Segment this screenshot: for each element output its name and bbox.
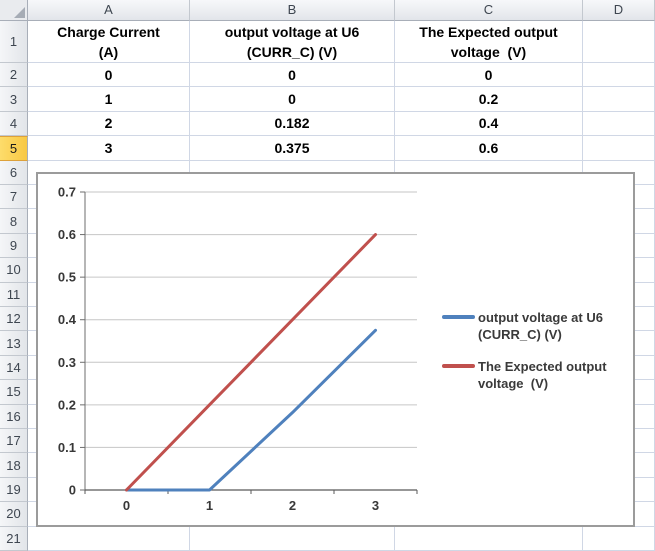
legend-line-swatch — [442, 315, 475, 319]
y-axis-label: 0.4 — [58, 312, 77, 327]
embedded-chart[interactable]: 0 0.1 0.2 0.3 0.4 0.5 0.6 0.7 0 1 2 3 output voltag… — [36, 172, 635, 527]
cell-A3[interactable]: 1 — [28, 87, 190, 112]
row-header-2[interactable]: 2 — [0, 63, 28, 88]
x-axis-label: 3 — [372, 498, 379, 513]
row-header-16[interactable]: 16 — [0, 404, 28, 429]
cell-B1[interactable]: output voltage at U6 (CURR_C) (V) — [190, 21, 395, 63]
legend-item-0[interactable]: output voltage at U6 (CURR_C) (V) — [442, 309, 607, 343]
cell-C3[interactable]: 0.2 — [395, 87, 583, 112]
cell-D21[interactable] — [583, 526, 655, 551]
row-header-10[interactable]: 10 — [0, 258, 28, 283]
legend-line-swatch — [442, 364, 475, 368]
column-header-D[interactable]: D — [583, 0, 655, 21]
y-axis-label: 0.1 — [58, 440, 76, 455]
cell-B5[interactable]: 0.375 — [190, 136, 395, 161]
row-header-17[interactable]: 17 — [0, 429, 28, 454]
row-header-20[interactable]: 20 — [0, 502, 28, 527]
cell-D2[interactable] — [583, 63, 655, 88]
legend-item-1[interactable]: The Expected output voltage (V) — [442, 358, 607, 392]
cell-D3[interactable] — [583, 87, 655, 112]
chart-plot-area: 0 0.1 0.2 0.3 0.4 0.5 0.6 0.7 0 1 2 3 — [58, 185, 418, 513]
row-header-5[interactable]: 5 — [0, 136, 28, 161]
y-axis-label: 0.3 — [58, 355, 76, 370]
legend-label: The Expected output voltage (V) — [478, 359, 607, 391]
cell-B3[interactable]: 0 — [190, 87, 395, 112]
y-axis-label: 0 — [69, 483, 76, 498]
cell-A5[interactable]: 3 — [28, 136, 190, 161]
x-axis-label: 1 — [206, 498, 213, 513]
row-header-12[interactable]: 12 — [0, 307, 28, 332]
cell-C4[interactable]: 0.4 — [395, 111, 583, 137]
series-line-1[interactable] — [125, 233, 377, 492]
row-header-6[interactable]: 6 — [0, 160, 28, 185]
legend-label: output voltage at U6 (CURR_C) (V) — [478, 310, 603, 342]
select-all-corner[interactable] — [0, 0, 28, 21]
y-axis-label: 0.2 — [58, 397, 76, 412]
row-header-18[interactable]: 18 — [0, 453, 28, 478]
row-header-21[interactable]: 21 — [0, 526, 28, 551]
row-header-15[interactable]: 15 — [0, 380, 28, 405]
row-header-13[interactable]: 13 — [0, 331, 28, 356]
cell-C5[interactable]: 0.6 — [395, 136, 583, 161]
row-header-14[interactable]: 14 — [0, 355, 28, 381]
chart-legend: output voltage at U6 (CURR_C) (V) The Exp… — [442, 309, 607, 392]
cell-B4[interactable]: 0.182 — [190, 111, 395, 137]
cell-D4[interactable] — [583, 111, 655, 137]
cell-A21[interactable] — [28, 526, 190, 551]
row-header-3[interactable]: 3 — [0, 87, 28, 112]
cell-C2[interactable]: 0 — [395, 63, 583, 88]
cell-D5[interactable] — [583, 136, 655, 161]
y-axis-label: 0.6 — [58, 227, 76, 242]
x-axis-label: 0 — [123, 498, 130, 513]
x-axis-label: 2 — [289, 498, 296, 513]
row-header-7[interactable]: 7 — [0, 185, 28, 210]
series-line-0[interactable] — [125, 328, 377, 492]
column-header-C[interactable]: C — [395, 0, 583, 21]
column-header-B[interactable]: B — [190, 0, 395, 21]
row-header-1[interactable]: 1 — [0, 21, 28, 63]
cell-C21[interactable] — [395, 526, 583, 551]
cell-D1[interactable] — [583, 21, 655, 63]
row-header-11[interactable]: 11 — [0, 282, 28, 307]
cell-C1[interactable]: The Expected output voltage (V) — [395, 21, 583, 63]
row-header-4[interactable]: 4 — [0, 111, 28, 137]
select-all-icon — [14, 7, 25, 18]
cell-A4[interactable]: 2 — [28, 111, 190, 137]
cell-A2[interactable]: 0 — [28, 63, 190, 88]
cell-B21[interactable] — [190, 526, 395, 551]
column-header-A[interactable]: A — [28, 0, 190, 21]
cell-A1[interactable]: Charge Current (A) — [28, 21, 190, 63]
row-header-9[interactable]: 9 — [0, 233, 28, 259]
row-header-19[interactable]: 19 — [0, 477, 28, 503]
y-axis-label: 0.7 — [58, 185, 76, 200]
cell-B2[interactable]: 0 — [190, 63, 395, 88]
y-axis-label: 0.5 — [58, 270, 76, 285]
row-header-8[interactable]: 8 — [0, 209, 28, 234]
